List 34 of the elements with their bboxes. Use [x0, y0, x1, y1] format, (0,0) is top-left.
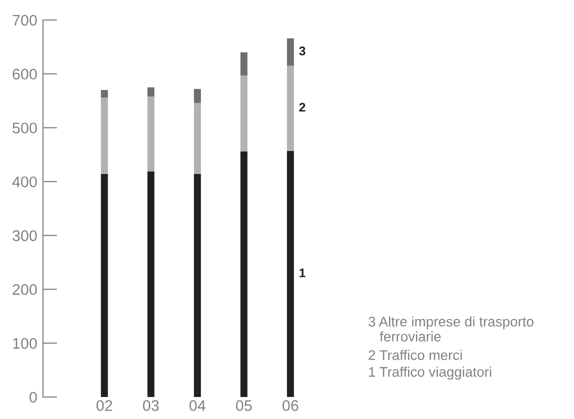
y-tick-label: 300 [12, 230, 37, 242]
bar [286, 150, 294, 397]
bar [100, 174, 108, 397]
bar [286, 38, 294, 66]
y-tick-label: 200 [12, 284, 37, 295]
text: 1 Traffico viaggiatori [369, 366, 492, 380]
x-tick-label: 04 [190, 400, 206, 411]
series-label: 3 [299, 46, 306, 56]
bar [194, 102, 201, 174]
y-tick-label: 700 [12, 14, 37, 26]
bar [147, 87, 154, 96]
bar [147, 96, 154, 172]
bar [100, 90, 108, 98]
y-tick-label: 0 [30, 392, 37, 403]
bar [194, 174, 201, 397]
x-tick-label: 05 [236, 400, 252, 411]
y-tick-label: 500 [12, 122, 37, 134]
bar [194, 88, 201, 103]
y-tick-label: 400 [12, 176, 37, 188]
x-tick-label: 06 [282, 400, 298, 411]
bar [240, 52, 248, 76]
bar [286, 66, 294, 151]
series-label: 1 [300, 268, 306, 278]
text: 3 Altre imprese di trasporto ferroviarie [368, 316, 534, 342]
bar [240, 151, 248, 397]
y-tick-label: 100 [13, 338, 37, 349]
x-tick-label: 03 [143, 400, 159, 411]
x-tick-label: 02 [96, 400, 112, 411]
bar [100, 98, 108, 174]
text: 2 Traffico merci [368, 350, 462, 360]
y-tick-label: 600 [12, 68, 37, 80]
bar [147, 171, 154, 397]
bar [240, 75, 248, 152]
series-label: 2 [299, 102, 306, 112]
